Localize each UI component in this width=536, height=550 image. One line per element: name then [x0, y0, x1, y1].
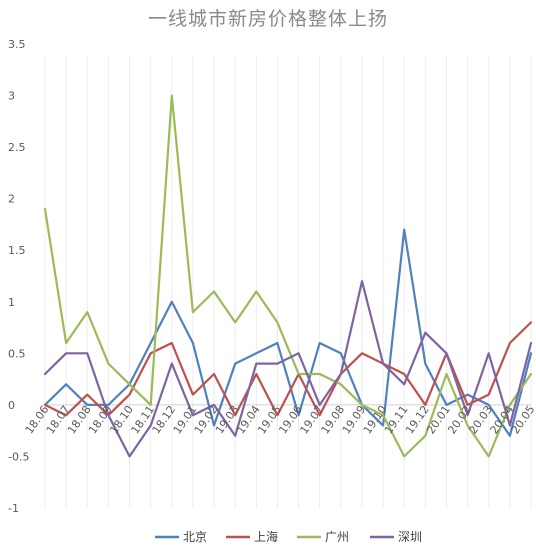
legend-label-广州: 广州 — [325, 530, 349, 544]
y-tick-label: 1 — [8, 296, 15, 309]
y-tick-label: 3.5 — [8, 38, 26, 51]
y-tick-label: 3 — [8, 90, 15, 103]
legend-label-北京: 北京 — [183, 530, 207, 544]
series-line-北京 — [43, 228, 533, 437]
x-tick-label: 20.05 — [509, 403, 536, 436]
y-tick-label: -0.5 — [8, 450, 29, 463]
y-tick-label: -1 — [8, 502, 19, 515]
legend-label-深圳: 深圳 — [398, 530, 422, 544]
y-tick-label: 0 — [8, 399, 15, 412]
series-line-广州 — [43, 94, 533, 458]
chart-title: 一线城市新房价格整体上扬 — [147, 8, 388, 30]
y-tick-label: 0.5 — [8, 347, 26, 360]
legend-label-上海: 上海 — [254, 529, 278, 544]
y-tick-label: 2.5 — [8, 141, 26, 154]
y-tick-label: 1.5 — [8, 244, 26, 257]
y-tick-label: 2 — [8, 193, 15, 206]
series-line-深圳 — [43, 280, 533, 458]
